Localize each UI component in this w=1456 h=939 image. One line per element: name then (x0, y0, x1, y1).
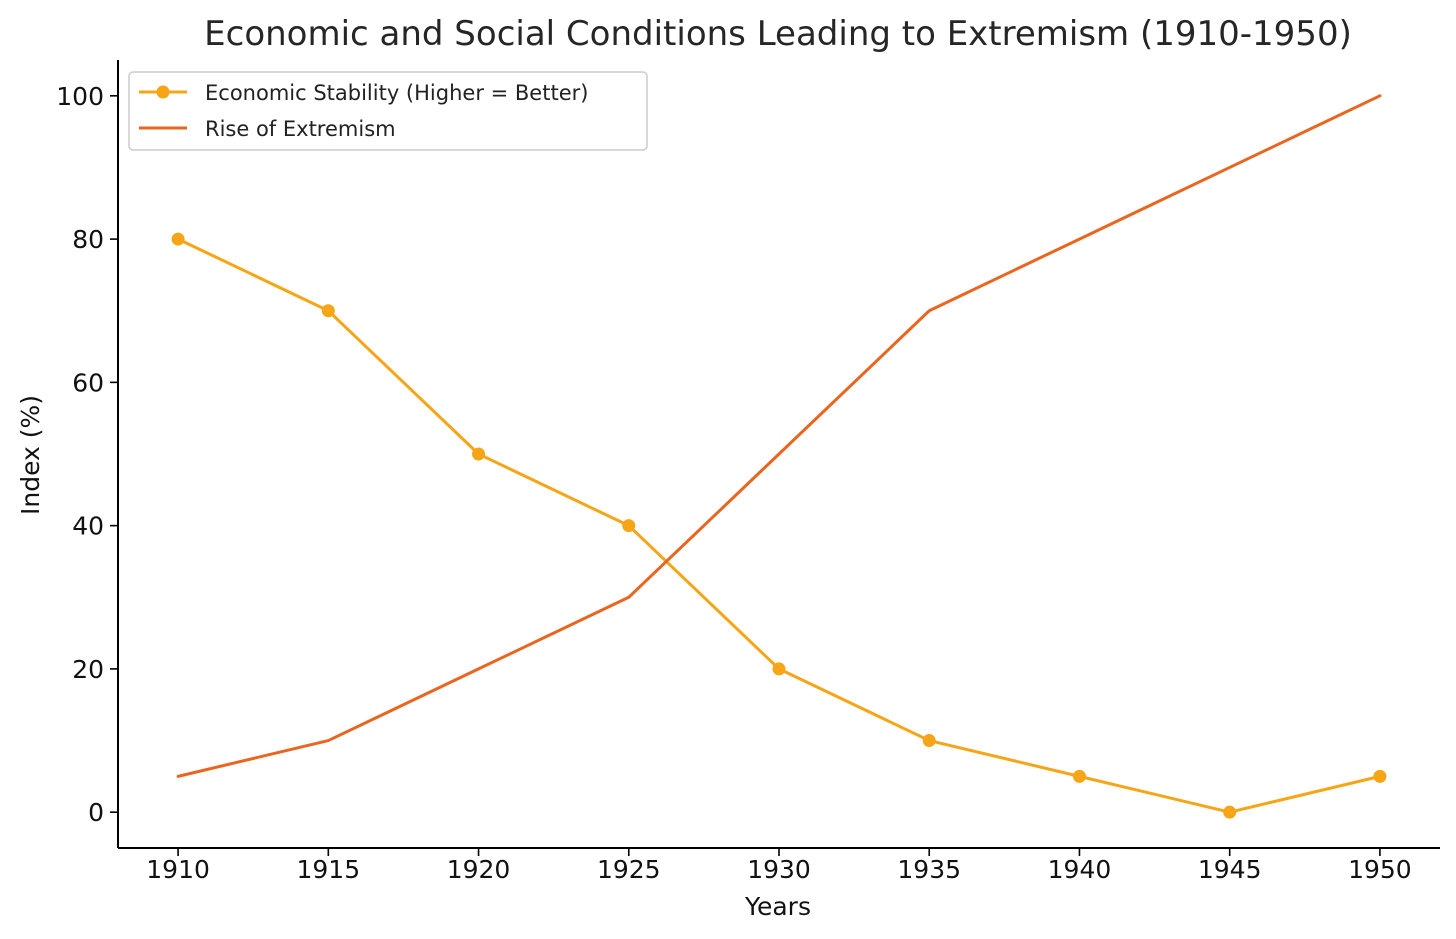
x-tick-label: 1910 (146, 855, 210, 884)
series-1-point (1373, 769, 1387, 783)
series-1-point (472, 447, 486, 461)
series-line-2 (176, 94, 1382, 778)
x-tick-label: 1930 (747, 855, 811, 884)
x-tick-label: 1945 (1198, 855, 1262, 884)
series-1-point (321, 304, 335, 318)
series-1-point (1223, 805, 1237, 819)
series-1-point (622, 519, 636, 533)
y-tick-label: 40 (72, 512, 104, 541)
legend-label-1: Economic Stability (Higher = Better) (205, 81, 588, 105)
chart-title: Economic and Social Conditions Leading t… (204, 14, 1352, 54)
x-tick-label: 1935 (897, 855, 961, 884)
series-1-point (171, 232, 185, 246)
legend-label-2: Rise of Extremism (205, 117, 396, 141)
x-axis-ticks: 1910 1915 1920 1925 1930 1935 1940 1945 1950 (146, 848, 1412, 884)
y-tick-label: 20 (72, 655, 104, 684)
y-tick-label: 100 (56, 82, 104, 111)
legend: Economic Stability (Higher = Better) Rise… (128, 71, 648, 151)
series-1-point (922, 734, 936, 748)
y-tick-label: 60 (72, 368, 104, 397)
x-tick-label: 1915 (297, 855, 361, 884)
y-axis-label: Index (%) (16, 395, 45, 515)
y-tick-label: 0 (88, 798, 104, 827)
series-1-point (1072, 769, 1086, 783)
x-tick-label: 1940 (1048, 855, 1112, 884)
y-axis-ticks: 0 20 40 60 80 100 (56, 82, 118, 827)
series-1-point (772, 662, 786, 676)
y-tick-label: 80 (72, 225, 104, 254)
x-tick-label: 1950 (1348, 855, 1412, 884)
x-tick-label: 1925 (597, 855, 661, 884)
x-tick-label: 1920 (447, 855, 511, 884)
legend-box (128, 71, 648, 151)
series-layer (171, 94, 1387, 819)
x-axis-label: Years (744, 892, 811, 921)
legend-marker-1 (156, 85, 170, 99)
